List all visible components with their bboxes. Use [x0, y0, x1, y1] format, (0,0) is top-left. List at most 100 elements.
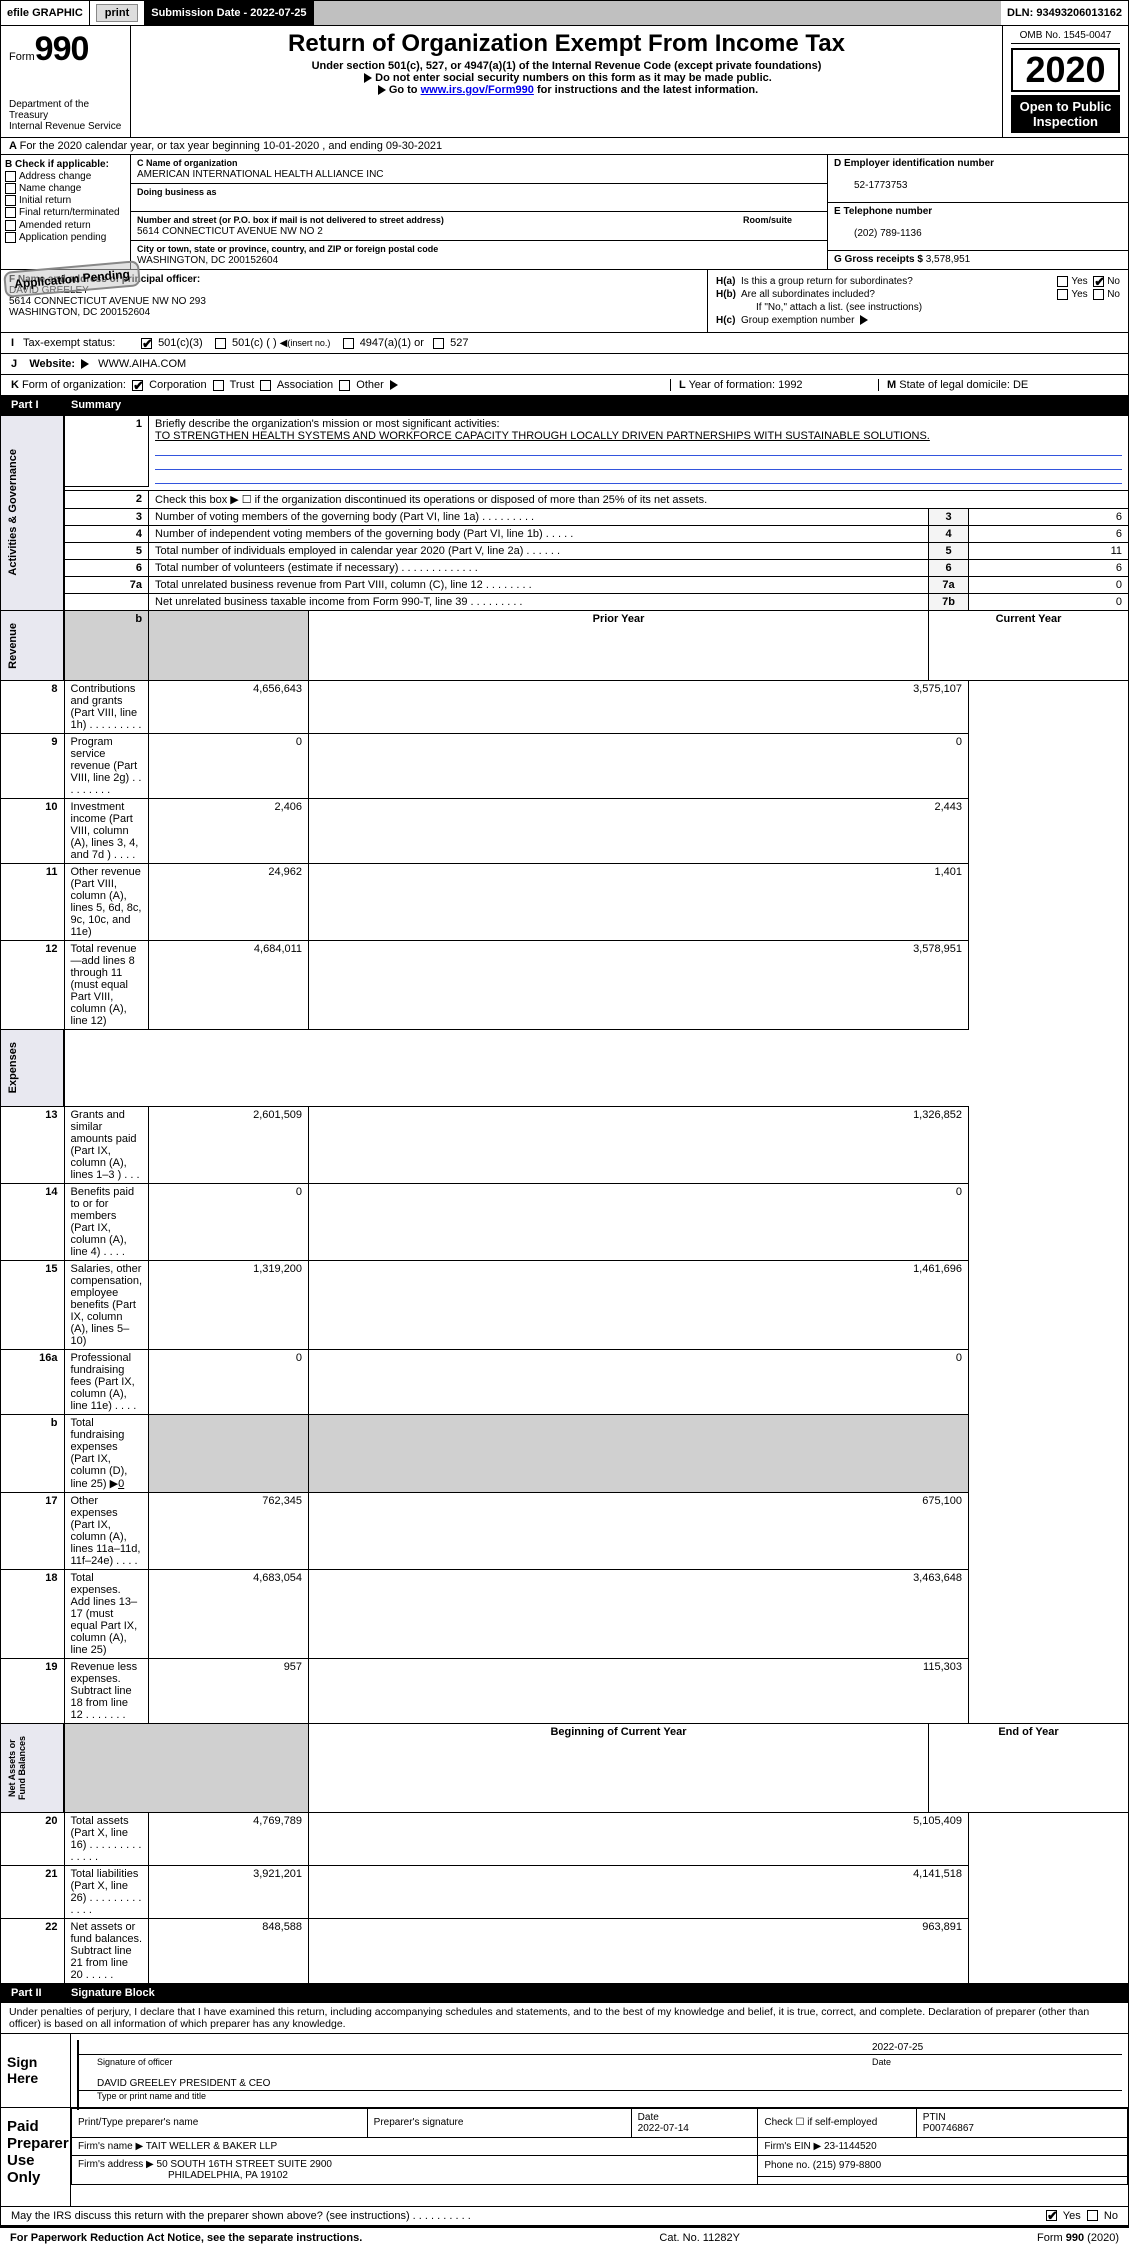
firm-label: Firm's name ▶	[78, 2141, 143, 2152]
form-ref: Form 990 (2020)	[1037, 2232, 1119, 2244]
sign-here-label: Sign Here	[1, 2034, 71, 2107]
side-label-na: Net Assets or Fund Balances	[7, 1726, 27, 1810]
side-label-ag: Activities & Governance	[7, 439, 19, 586]
form-box: Form990 Department of the Treasury Inter…	[1, 26, 131, 137]
paid-preparer-label: Paid Preparer Use Only	[1, 2108, 71, 2206]
top-bar: efile GRAPHIC print Submission Date - 20…	[0, 0, 1129, 26]
tax-year: 2020	[1011, 48, 1120, 92]
city-label: City or town, state or province, country…	[137, 244, 438, 254]
527-checkbox[interactable]	[433, 338, 444, 349]
sign-here-block: Sign Here 2022-07-25 Signature of office…	[0, 2034, 1129, 2108]
table-row: 20Total assets (Part X, line 16) . . . .…	[1, 1812, 1129, 1865]
tax-status-row: I Tax-exempt status: 501(c)(3) 501(c) ( …	[0, 333, 1129, 354]
prep-date-value: 2022-07-14	[638, 2123, 689, 2134]
firm-value: TAIT WELLER & BAKER LLP	[146, 2141, 277, 2152]
ha-yes-checkbox[interactable]	[1057, 276, 1068, 287]
row-fh: F Name and address of principal officer:…	[0, 270, 1129, 333]
form-subtitle: Under section 501(c), 527, or 4947(a)(1)…	[139, 60, 994, 72]
ha-no-checkbox[interactable]	[1093, 276, 1104, 287]
block-bcdeg: B Check if applicable: Address changeNam…	[0, 155, 1129, 270]
addr-label: Number and street (or P.O. box if mail i…	[137, 215, 444, 225]
line6-val: 6	[969, 559, 1129, 576]
corp-checkbox[interactable]	[132, 380, 143, 391]
hc-text: Group exemption number	[741, 315, 854, 326]
table-row: 13Grants and similar amounts paid (Part …	[1, 1106, 1129, 1183]
header-title-block: Return of Organization Exempt From Incom…	[131, 26, 1003, 137]
hb-yes-checkbox[interactable]	[1057, 289, 1068, 300]
boxb-item[interactable]: Final return/terminated	[5, 207, 126, 218]
discuss-no-checkbox[interactable]	[1087, 2210, 1098, 2221]
phone-value: (202) 789-1136	[834, 228, 922, 239]
ein-value: 52-1773753	[834, 180, 907, 191]
firm-addr-label: Firm's address ▶	[78, 2159, 154, 2170]
mission-label: Briefly describe the organization's miss…	[155, 418, 499, 430]
firm-addr2-value: PHILADELPHIA, PA 19102	[78, 2170, 288, 2181]
501c-checkbox[interactable]	[215, 338, 226, 349]
tax-label-prefix: I Tax-exempt status:	[11, 337, 141, 349]
table-row: 8Contributions and grants (Part VIII, li…	[1, 681, 1129, 734]
line3-desc: Number of voting members of the governin…	[149, 508, 929, 525]
room-label: Room/suite	[743, 215, 792, 225]
officer-addr2: WASHINGTON, DC 200152604	[9, 307, 150, 318]
part2-num: Part II	[11, 1987, 71, 1999]
hb-text: Are all subordinates included?	[741, 289, 875, 300]
part1-header: Part I Summary	[0, 396, 1129, 415]
submission-date: Submission Date - 2022-07-25	[145, 1, 313, 25]
form-title: Return of Organization Exempt From Incom…	[139, 30, 994, 58]
print-button[interactable]: print	[96, 4, 138, 22]
ptin-label: PTIN	[923, 2112, 946, 2123]
sig-label: Signature of officer	[97, 2057, 872, 2067]
instructions-link[interactable]: www.irs.gov/Form990	[421, 84, 534, 96]
sign-date-value: 2022-07-25	[872, 2042, 1122, 2053]
paid-preparer-block: Paid Preparer Use Only Print/Type prepar…	[0, 2108, 1129, 2207]
hb-no-checkbox[interactable]	[1093, 289, 1104, 300]
boxb-item[interactable]: Name change	[5, 183, 126, 194]
table-row: 17Other expenses (Part IX, column (A), l…	[1, 1492, 1129, 1569]
line5-desc: Total number of individuals employed in …	[149, 542, 929, 559]
part2-title: Signature Block	[71, 1987, 155, 1999]
name-title-label: Type or print name and title	[77, 2091, 1122, 2101]
table-row: 9Program service revenue (Part VIII, lin…	[1, 734, 1129, 799]
org-name-label: C Name of organization	[137, 158, 238, 168]
trust-checkbox[interactable]	[213, 380, 224, 391]
side-label-rev: Revenue	[7, 613, 19, 679]
table-row: 19Revenue less expenses. Subtract line 1…	[1, 1658, 1129, 1723]
officer-sign-name: DAVID GREELEY PRESIDENT & CEO	[97, 2078, 1122, 2089]
table-row: 21Total liabilities (Part X, line 26) . …	[1, 1865, 1129, 1918]
4947-checkbox[interactable]	[343, 338, 354, 349]
boxb-item[interactable]: Initial return	[5, 195, 126, 206]
other-checkbox[interactable]	[339, 380, 350, 391]
line5-val: 11	[969, 542, 1129, 559]
boxb-item[interactable]: Address change	[5, 171, 126, 182]
ein-label: D Employer identification number	[834, 158, 994, 169]
assoc-checkbox[interactable]	[260, 380, 271, 391]
boxb-item[interactable]: Amended return	[5, 220, 126, 231]
begin-year-header: Beginning of Current Year	[309, 1723, 929, 1812]
line6-desc: Total number of volunteers (estimate if …	[149, 559, 929, 576]
officer-addr1: 5614 CONNECTICUT AVENUE NW NO 293	[9, 296, 206, 307]
table-row: 18Total expenses. Add lines 13–17 (must …	[1, 1569, 1129, 1658]
declaration-text: Under penalties of perjury, I declare th…	[0, 2003, 1129, 2034]
self-emp-label: Check ☐ if self-employed	[758, 2108, 916, 2137]
501c3-checkbox[interactable]	[141, 338, 152, 349]
box-de: D Employer identification number 52-17737…	[828, 155, 1128, 269]
box-h: H(a) Is this a group return for subordin…	[708, 270, 1128, 332]
prior-year-header: Prior Year	[309, 610, 929, 681]
discuss-yes-checkbox[interactable]	[1046, 2210, 1057, 2221]
box-b: B Check if applicable: Address changeNam…	[1, 155, 131, 269]
cat-no: Cat. No. 11282Y	[659, 2232, 740, 2244]
line7b-val: 0	[969, 593, 1129, 610]
omb-number: OMB No. 1545-0047	[1011, 30, 1120, 44]
state-domicile: DE	[1013, 379, 1028, 391]
table-row: 14Benefits paid to or for members (Part …	[1, 1183, 1129, 1260]
triangle-icon	[364, 73, 372, 83]
firm-ein-label: Firm's EIN ▶	[764, 2141, 821, 2152]
table-row: 10Investment income (Part VIII, column (…	[1, 799, 1129, 864]
paperwork-notice: For Paperwork Reduction Act Notice, see …	[10, 2232, 362, 2244]
city-value: WASHINGTON, DC 200152604	[137, 255, 278, 266]
section-a: A For the 2020 calendar year, or tax yea…	[0, 138, 1129, 155]
efile-label: efile GRAPHIC	[1, 1, 90, 25]
boxb-item[interactable]: Application pending	[5, 232, 126, 243]
note1: Do not enter social security numbers on …	[139, 72, 994, 84]
discuss-row: May the IRS discuss this return with the…	[0, 2207, 1129, 2226]
